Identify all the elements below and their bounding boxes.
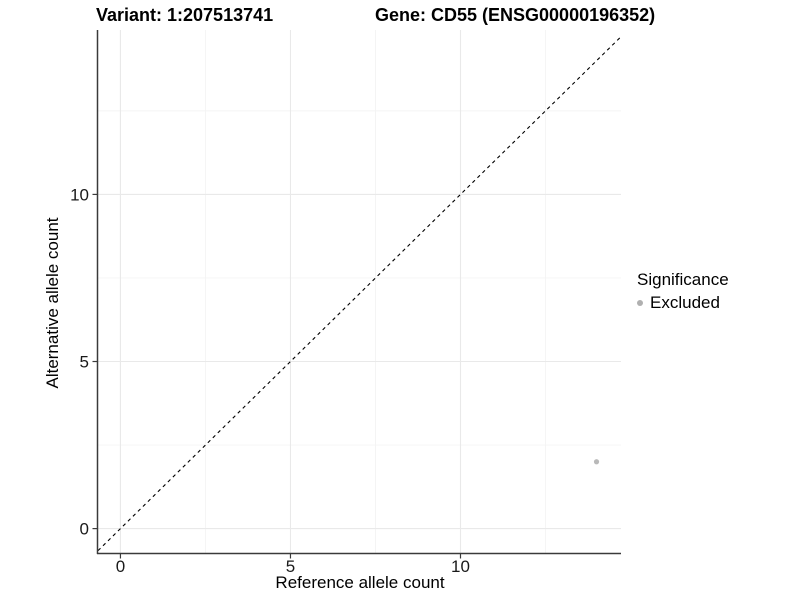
y-tick-label: 0 [80, 520, 89, 539]
legend: Significance Excluded [637, 270, 729, 313]
y-tick-label: 10 [70, 185, 89, 204]
legend-item: Excluded [637, 293, 729, 313]
x-tick-label: 0 [116, 557, 125, 576]
x-tick-label: 5 [286, 557, 295, 576]
y-axis-label: Alternative allele count [43, 217, 62, 389]
legend-item-label: Excluded [650, 292, 720, 312]
plot-title-gene: Gene: CD55 (ENSG00000196352) [375, 5, 656, 25]
x-axis-label: Reference allele count [275, 573, 445, 592]
legend-title: Significance [637, 270, 729, 289]
legend-items: Excluded [637, 293, 729, 313]
plot-title-variant: Variant: 1:207513741 [96, 5, 274, 25]
legend-key-dot-icon [637, 299, 643, 306]
identity-dashed-line [97, 36, 622, 552]
x-tick-label: 10 [451, 557, 470, 576]
data-point [593, 459, 600, 465]
y-tick-label: 5 [80, 353, 89, 372]
